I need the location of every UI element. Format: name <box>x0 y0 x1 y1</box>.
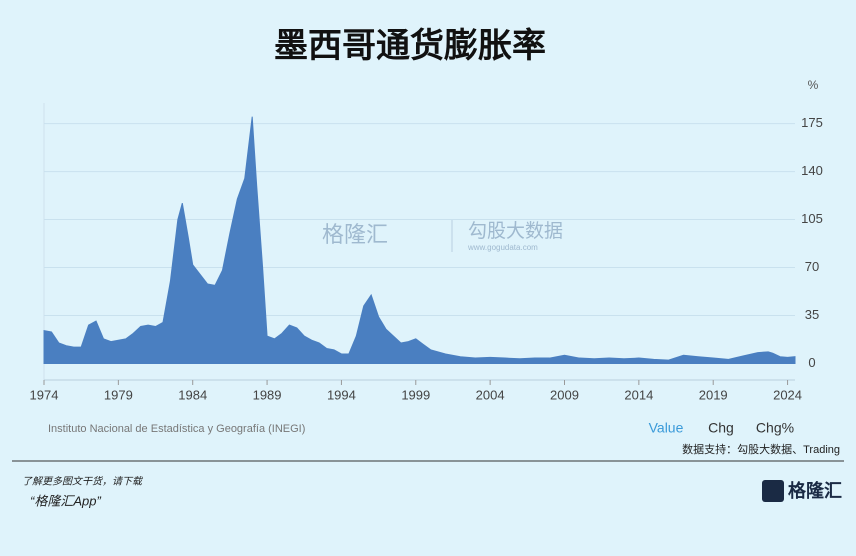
y-tick-label: 175 <box>801 115 823 130</box>
y-tick-label: 35 <box>805 307 819 322</box>
footer-app: “格隆汇App” <box>30 493 101 508</box>
toggle-button[interactable]: Chg% <box>756 420 794 436</box>
toggle-button[interactable]: Value <box>649 420 684 436</box>
logo-icon <box>762 480 784 502</box>
x-tick-label: 1999 <box>401 387 430 402</box>
watermark-brand: 格隆汇 <box>322 222 388 247</box>
x-tick-label: 1994 <box>327 387 356 402</box>
toggle-button[interactable]: Chg <box>708 420 734 436</box>
credit: 数据支持：勾股大数据、Trading <box>682 442 840 456</box>
x-tick-label: 2004 <box>476 387 505 402</box>
y-tick-label: 140 <box>801 163 823 178</box>
x-tick-label: 2009 <box>550 387 579 402</box>
x-tick-label: 1984 <box>178 387 207 402</box>
title: 墨西哥通货膨胀率 <box>274 27 546 65</box>
y-tick-label: 70 <box>805 259 819 274</box>
x-tick-label: 1979 <box>104 387 133 402</box>
watermark-data-brand: 勾股大数据 <box>468 220 563 242</box>
y-unit: % <box>808 78 819 92</box>
footer-logo: 格隆汇 <box>788 480 842 501</box>
y-tick-label: 105 <box>801 211 823 226</box>
footer-prompt: 了解更多图文干货，请下载 <box>22 476 144 488</box>
x-tick-label: 1989 <box>253 387 282 402</box>
source: Instituto Nacional de Estadística y Geog… <box>48 423 305 435</box>
x-tick-label: 1974 <box>30 387 59 402</box>
x-tick-label: 2024 <box>773 387 802 402</box>
watermark-url: www.gogudata.com <box>467 243 538 252</box>
y-tick-label: 0 <box>808 355 815 370</box>
area <box>43 116 796 365</box>
x-tick-label: 2014 <box>624 387 653 402</box>
x-tick-label: 2019 <box>699 387 728 402</box>
